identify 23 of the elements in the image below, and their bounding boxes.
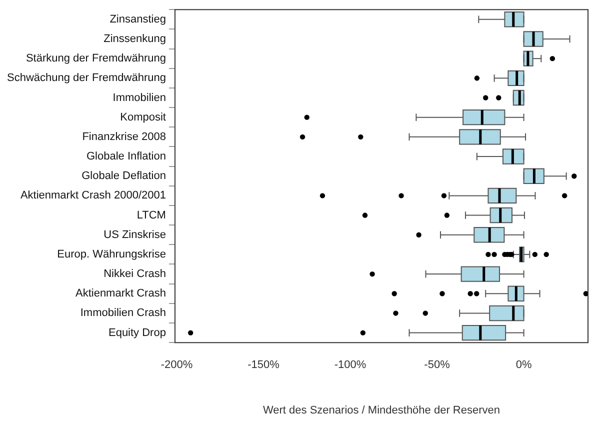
y-tick-label: Immobilien	[112, 92, 166, 104]
x-axis-title: Wert des Szenarios / Mindesthöhe der Reserven	[262, 404, 500, 416]
x-tick-label: -50%	[424, 359, 450, 372]
y-tick-label: Komposit	[120, 111, 166, 124]
y-tick-label: Globale Inflation	[86, 150, 166, 163]
y-tick-label: Zinssenkung	[104, 33, 166, 46]
y-tick-label: Zinsanstieg	[110, 13, 166, 26]
y-tick-label: Finanzkrise 2008	[82, 130, 166, 143]
y-tick-label: Aktienmarkt Crash	[75, 288, 166, 300]
y-tick-label: LTCM	[136, 209, 166, 222]
y-tick-label: Equity Drop	[108, 326, 166, 339]
x-tick-label: -200%	[160, 359, 193, 372]
y-tick-label: Europ. Währungskrise	[57, 248, 166, 260]
x-tick-label: 0%	[516, 359, 532, 372]
y-tick-label: Stärkung der Fremdwährung	[26, 52, 166, 65]
y-tick-label: Aktienmarkt Crash 2000/2001	[20, 190, 166, 202]
y-tick-label: Globale Deflation	[82, 170, 166, 182]
y-tick-label: Nikkei Crash	[104, 268, 166, 280]
y-tick-label: Schwächung der Fremdwährung	[6, 72, 166, 84]
x-tick-label: -100%	[334, 359, 366, 372]
x-tick-label: -150%	[248, 359, 280, 372]
y-tick-label: Immobilien Crash	[80, 307, 166, 320]
y-tick-label: US Zinskrise	[104, 228, 166, 241]
